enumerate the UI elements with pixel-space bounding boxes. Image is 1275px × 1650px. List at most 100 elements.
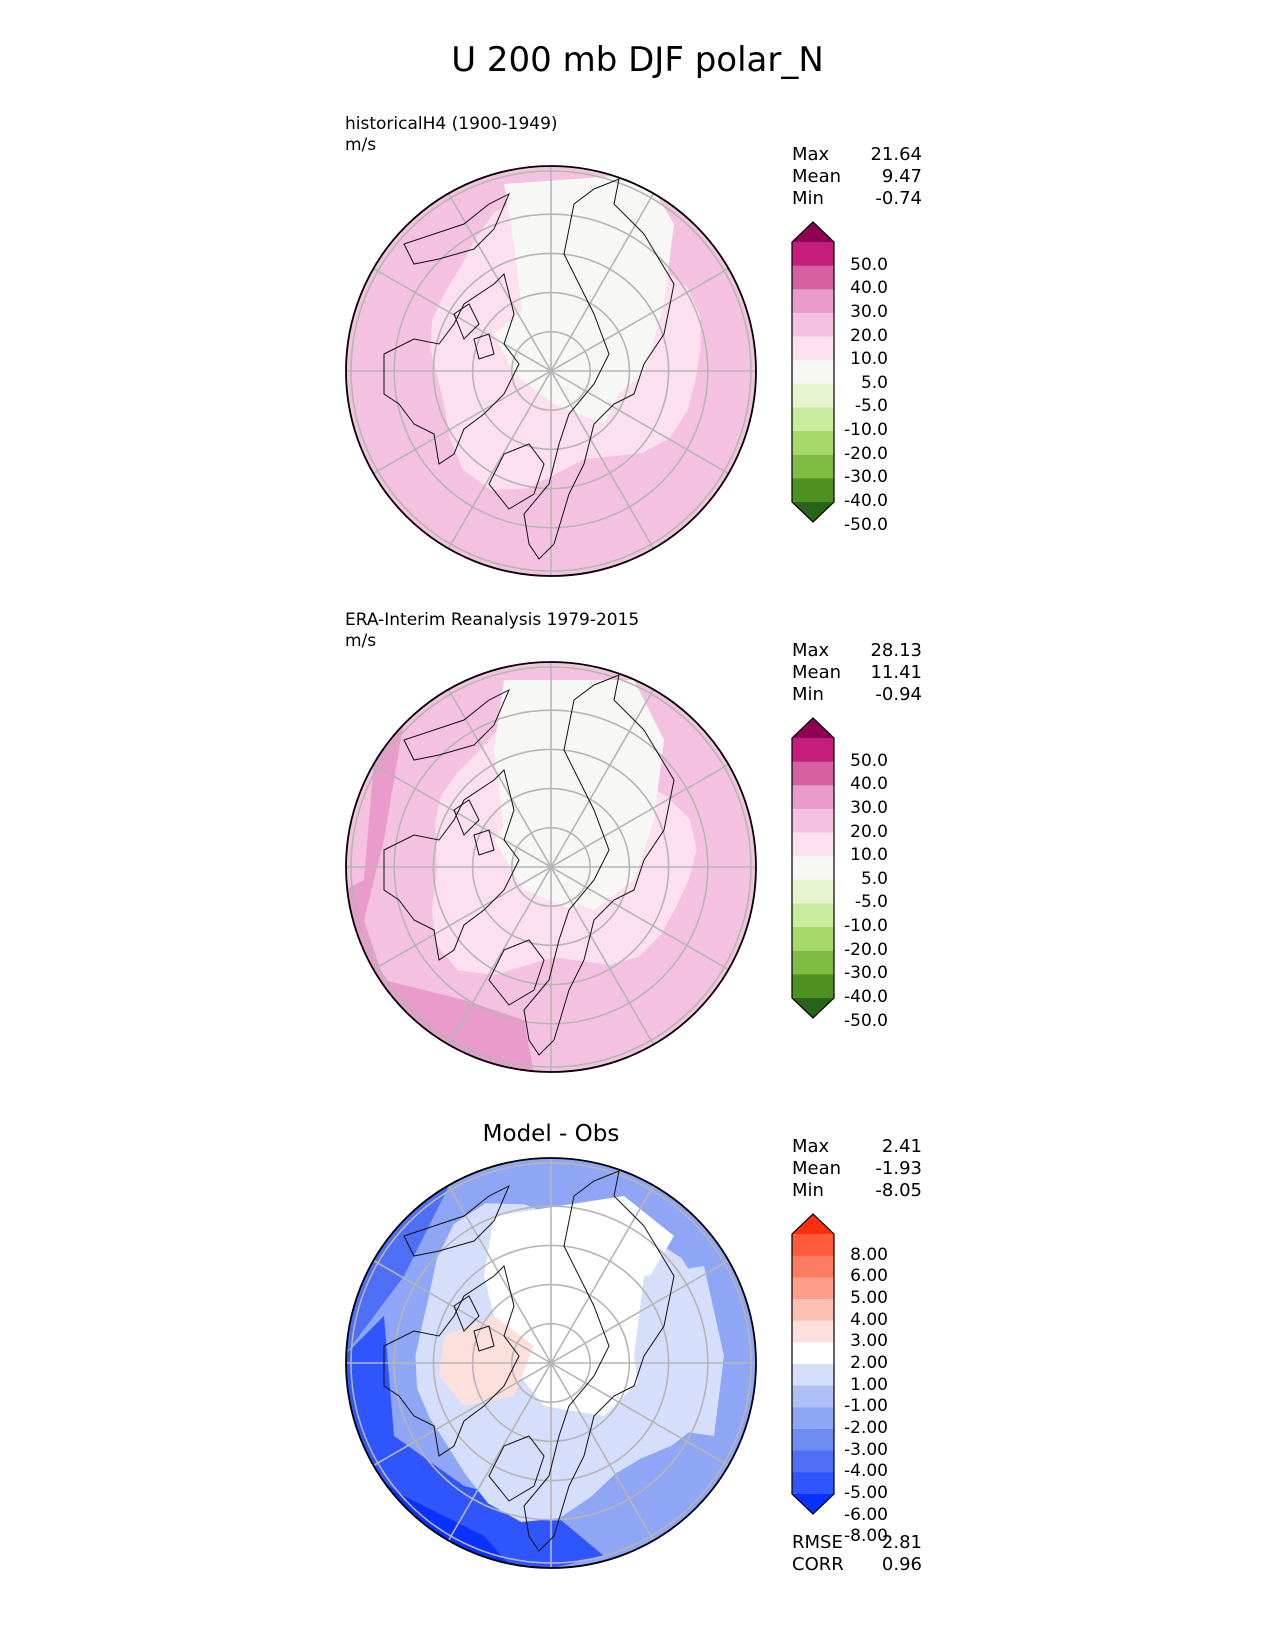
coastline — [488, 939, 545, 1006]
colorbar-tick-label: -50.0 — [844, 1010, 888, 1031]
coastline — [523, 674, 675, 1056]
map-boundary — [345, 1157, 757, 1569]
colorbar-segment — [792, 832, 834, 857]
coastline — [453, 303, 480, 340]
colorbar-tick-label: 40.0 — [850, 774, 888, 795]
stat-min-value: -0.94 — [875, 684, 922, 705]
coastline — [403, 192, 510, 265]
contour-fill — [494, 284, 634, 424]
meridian-line — [447, 193, 655, 549]
contour-fill — [494, 770, 614, 910]
colorbar-segment — [792, 1407, 834, 1430]
colorbar-tick-label: -5.0 — [854, 396, 888, 417]
colorbar-segment — [792, 1277, 834, 1300]
metric-label: RMSE — [792, 1532, 843, 1553]
colorbar-segment — [792, 1450, 834, 1473]
colorbar-tick-label: 8.00 — [850, 1244, 888, 1265]
colorbar-segment — [792, 1385, 834, 1408]
colorbar-segment — [792, 1472, 834, 1495]
colorbar-segment — [792, 431, 834, 456]
colorbar-tick-label: -10.0 — [844, 420, 888, 441]
colorbar-tick-label: -40.0 — [844, 491, 888, 511]
colorbar-tick-label: 40.0 — [850, 278, 888, 299]
colorbar-segment — [792, 738, 834, 763]
stat-label: Mean — [792, 662, 842, 683]
colorbar-tick-label: -20.0 — [844, 939, 888, 960]
coastline — [453, 1295, 480, 1332]
colorbar-segment — [792, 312, 834, 338]
panel-3-polar-map — [345, 1157, 757, 1569]
stat-label: Min — [792, 1180, 824, 1201]
colorbar-extend-min — [792, 1494, 834, 1514]
colorbar-tick-label: -5.0 — [854, 892, 888, 913]
coastline — [383, 769, 520, 961]
colorbar-segment — [792, 478, 834, 503]
colorbar-tick-label: 5.00 — [850, 1288, 888, 1308]
colorbar-segment — [792, 336, 834, 361]
colorbar-tick-label: 50.0 — [850, 254, 888, 275]
panel-3-stats: Max 2.41 Mean -1.93 Min -8.05 — [792, 1136, 922, 1202]
colorbar-extend-max — [792, 1214, 834, 1234]
panel-2-label: ERA-Interim Reanalysis 1979-2015 m/s — [345, 610, 639, 652]
stat-min-value: -8.05 — [875, 1180, 922, 1201]
colorbar-extend-max — [792, 718, 834, 738]
map-boundary — [345, 661, 757, 1073]
colorbar-tick-label: -30.0 — [844, 467, 888, 488]
colorbar-outline — [791, 221, 835, 523]
contour-fill — [484, 1196, 674, 1416]
colorbar-tick-label: -50.0 — [844, 514, 888, 535]
panel-1-polar-map — [345, 165, 757, 577]
coastline — [523, 178, 675, 560]
colorbar-segment — [792, 1342, 834, 1365]
coastline — [473, 333, 495, 360]
stat-label: Max — [792, 144, 830, 165]
stat-mean-value: 9.47 — [881, 166, 922, 187]
colorbar-tick-label: -8.00 — [844, 1526, 888, 1547]
colorbar-outline — [791, 1213, 835, 1515]
coastline — [473, 829, 495, 856]
colorbar-segment — [792, 1364, 834, 1387]
map-boundary — [345, 165, 757, 577]
panel-1-colorbar-ticks: 50.0 40.0 30.0 20.0 10.0 5.0 -5.0 -10.0 -20.0 -30… — [808, 222, 888, 533]
panel-1-label: historicalH4 (1900-1949) m/s — [345, 114, 558, 156]
colorbar-tick-label: -10.0 — [844, 916, 888, 937]
stat-label: Mean — [792, 1158, 842, 1179]
colorbar-segment — [792, 265, 834, 290]
colorbar-segment — [792, 808, 834, 834]
coastline — [488, 443, 545, 510]
colorbar-tick-label: -5.00 — [844, 1483, 888, 1503]
colorbar-segment — [792, 242, 834, 267]
map-field — [346, 1158, 756, 1568]
colorbar-segment — [792, 1320, 834, 1343]
coastline — [488, 1435, 545, 1502]
colorbar-segment — [792, 1429, 834, 1452]
coastline — [453, 799, 480, 836]
stat-mean-value: 11.41 — [870, 662, 922, 683]
meridian-line — [447, 689, 655, 1045]
colorbar-tick-label: 30.0 — [850, 301, 888, 322]
panel-1-colorbar — [791, 221, 835, 523]
panel-2-colorbar — [791, 717, 835, 1019]
colorbar-outline — [791, 717, 835, 1019]
stat-label: Min — [792, 684, 824, 705]
meridian-line — [447, 1185, 655, 1541]
panel-2-units: m/s — [345, 631, 377, 651]
panel-2-stats: Max 28.13 Mean 11.41 Min -0.94 — [792, 640, 922, 706]
panel-2-colorbar-ticks: 50.0 40.0 30.0 20.0 10.0 5.0 -5.0 -10.0 -20.0 -30… — [808, 718, 888, 1029]
coastline — [403, 688, 510, 761]
contour-fill — [439, 1316, 534, 1406]
stat-label: Max — [792, 1136, 830, 1157]
colorbar-tick-label: 30.0 — [850, 797, 888, 818]
colorbar-tick-label: 5.0 — [860, 372, 888, 393]
colorbar-extend-min — [792, 502, 834, 522]
colorbar-segment — [792, 903, 834, 928]
colorbar-extend-max — [792, 222, 834, 242]
coastline — [383, 1265, 520, 1457]
colorbar-segment — [792, 761, 834, 786]
map-field — [346, 662, 756, 1072]
colorbar-segment — [792, 974, 834, 999]
figure-title: U 200 mb DJF polar_N — [451, 40, 824, 80]
stat-label: Max — [792, 640, 830, 661]
coastline — [473, 1325, 495, 1352]
contour-fill — [346, 720, 534, 1072]
